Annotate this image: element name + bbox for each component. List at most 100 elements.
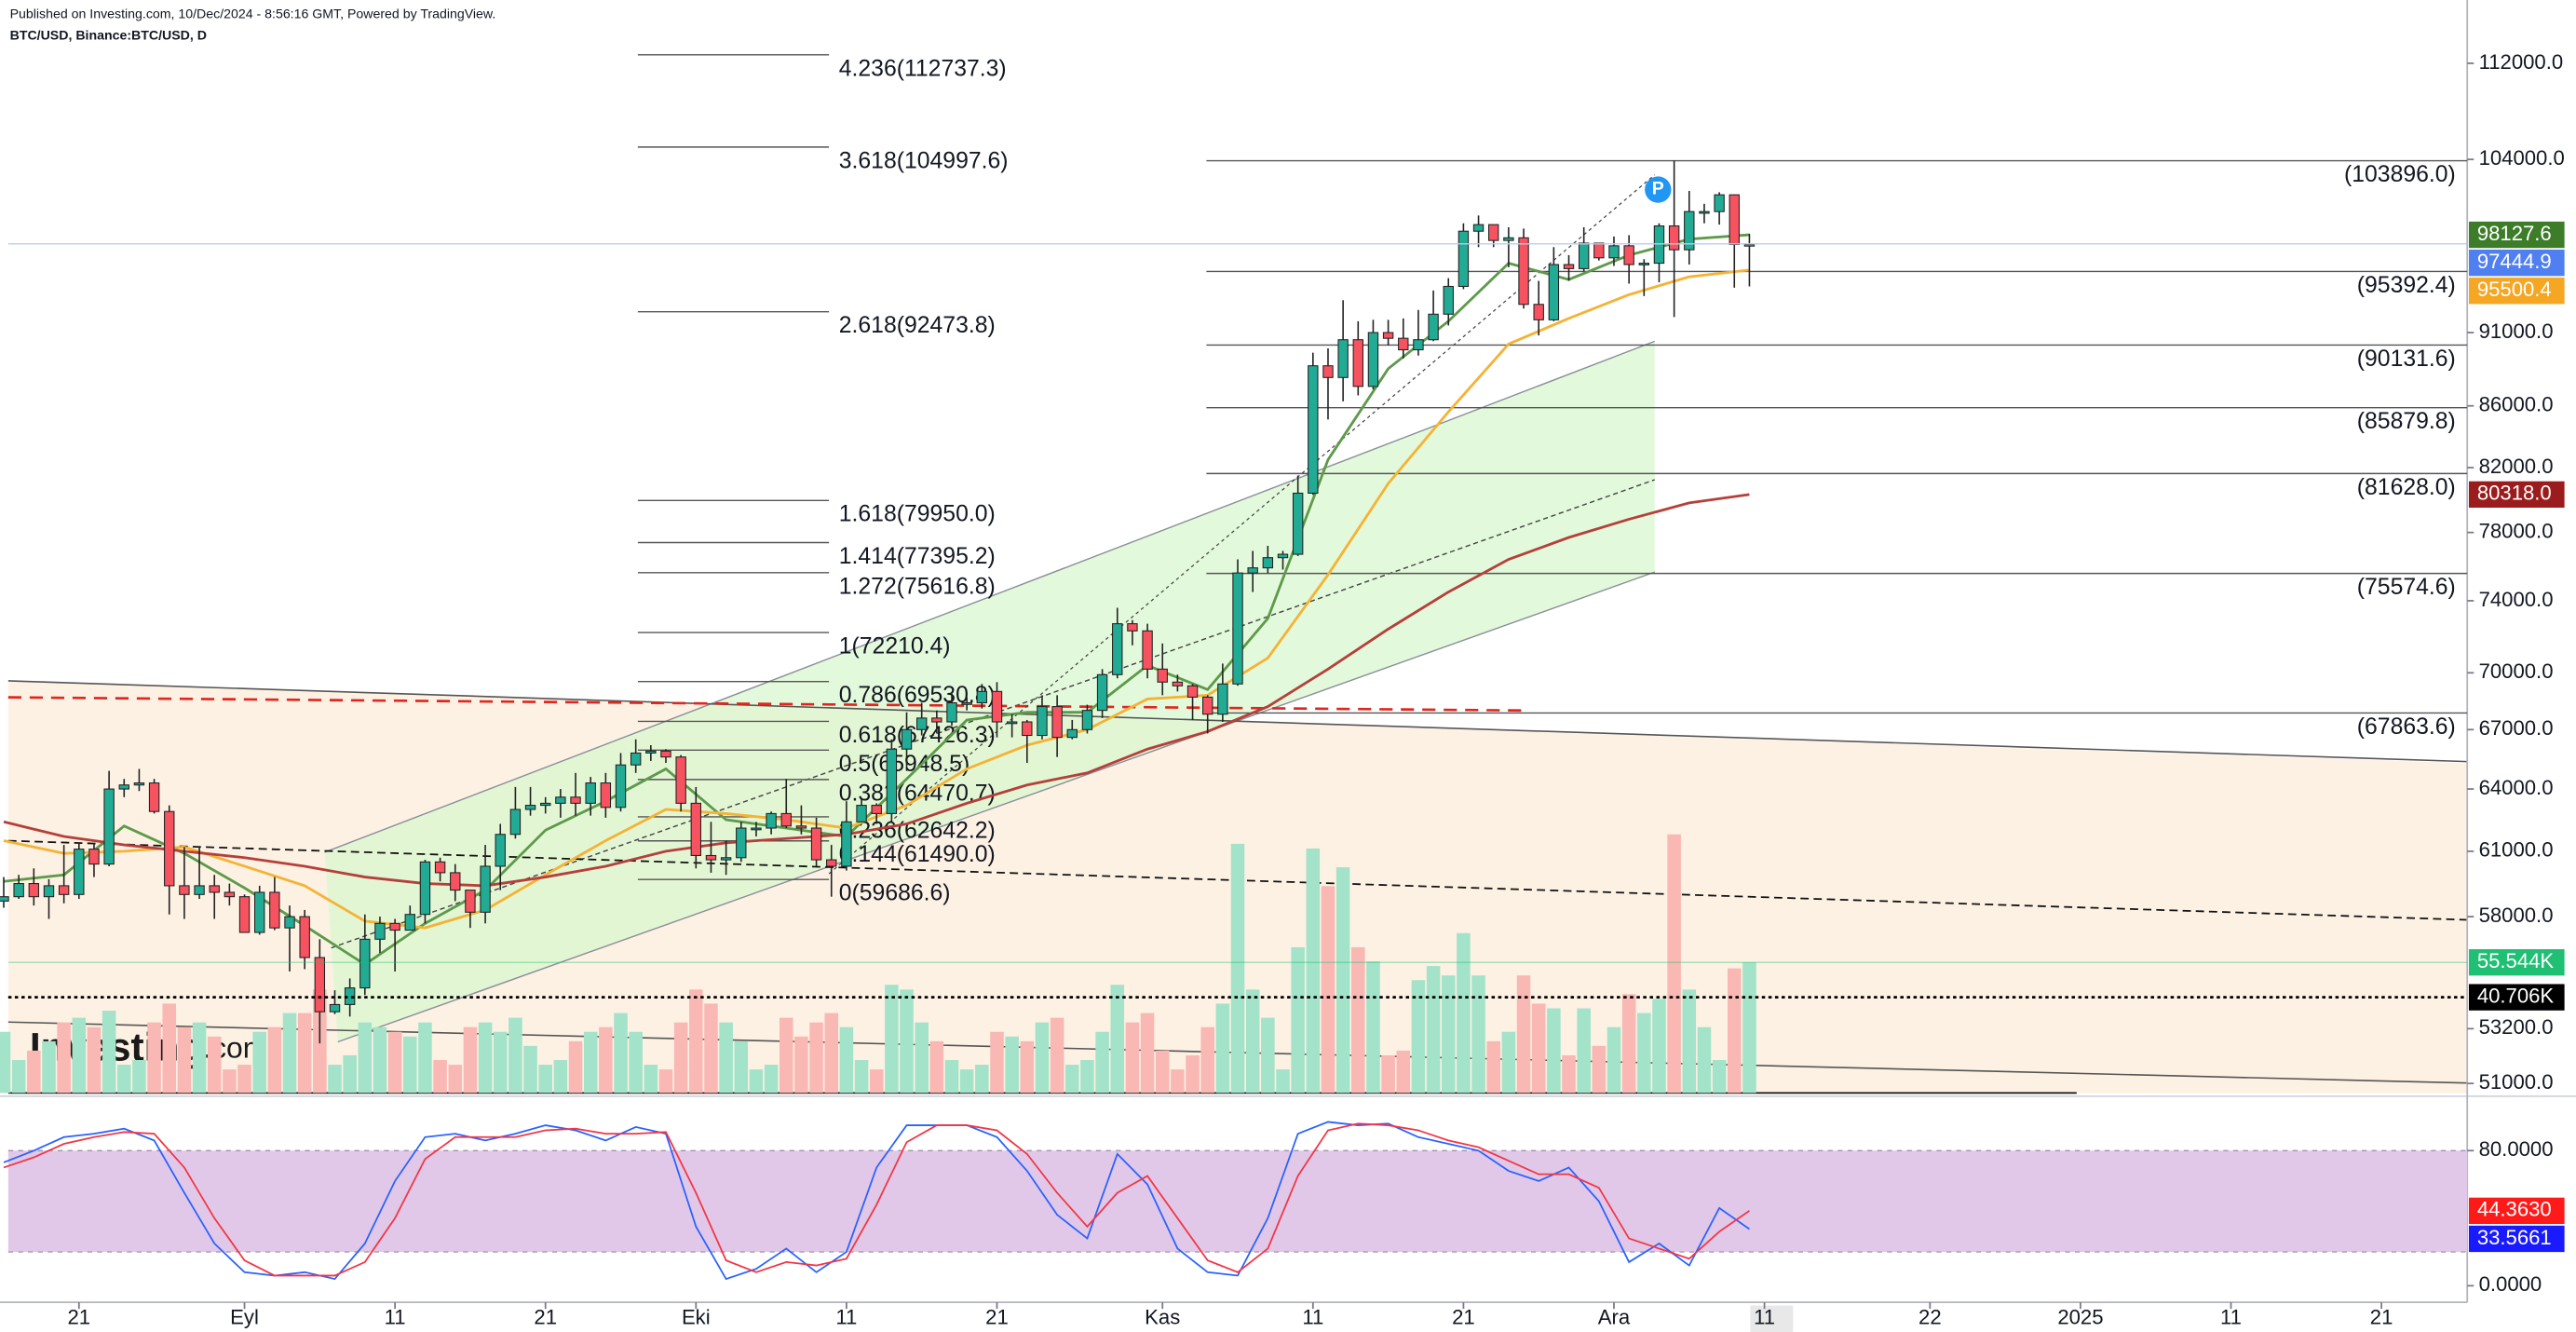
volume-bar — [373, 1026, 387, 1094]
level-label: (75574.6) — [2357, 575, 2456, 600]
volume-bar — [1457, 932, 1471, 1094]
candle-body — [1593, 242, 1605, 259]
candle-body — [1157, 668, 1168, 683]
candle-body — [780, 812, 792, 827]
fib-label: 3.618(104997.6) — [839, 148, 1009, 173]
candle-body — [0, 896, 9, 902]
candle-body — [1518, 237, 1529, 306]
volume-bar — [237, 1065, 251, 1094]
volume-bar — [599, 1026, 613, 1094]
volume-bar — [1351, 946, 1365, 1094]
volume-bar — [929, 1040, 944, 1094]
stoch-y-tick-label: 0.0000 — [2479, 1272, 2542, 1296]
volume-bar — [1080, 1060, 1094, 1094]
fib-label: 4.236(112737.3) — [839, 56, 1007, 81]
candle-body — [1217, 683, 1228, 715]
candle-body — [1081, 710, 1093, 730]
volume-bar — [749, 1069, 764, 1094]
candle-body — [1668, 225, 1680, 251]
price-tag — [2468, 221, 2565, 249]
volume-bar — [1667, 834, 1681, 1094]
candle-body — [720, 857, 732, 861]
volume-bar — [869, 1069, 884, 1094]
candle-body — [1488, 224, 1499, 241]
candle-body — [13, 883, 24, 898]
volume-bar — [1050, 1017, 1064, 1094]
candle-body — [1037, 706, 1048, 737]
candle-body — [1352, 339, 1363, 387]
price-tag — [2468, 249, 2565, 277]
volume-bar — [629, 1031, 643, 1094]
price-tag — [2468, 278, 2565, 305]
volume-bar — [839, 1026, 854, 1094]
price-tag-label: 40.706K — [2477, 984, 2555, 1007]
candle-body — [434, 861, 446, 874]
candle-body — [961, 701, 972, 705]
candle-body — [1066, 728, 1078, 739]
y-tick-label: 53200.0 — [2479, 1015, 2554, 1039]
candle-body — [570, 796, 581, 804]
volume-bar — [57, 1022, 71, 1094]
volume-bar — [1140, 1013, 1155, 1094]
candle-body — [103, 788, 115, 865]
volume-bar — [1727, 968, 1742, 1094]
volume-bar — [1426, 966, 1441, 1094]
candle-body — [1729, 194, 1740, 245]
candle-body — [1202, 696, 1213, 715]
volume-bar — [614, 1013, 628, 1094]
channel-bottom — [337, 571, 1655, 1043]
y-tick-label: 104000.0 — [2479, 146, 2565, 170]
volume-bar — [508, 1017, 522, 1094]
price-tag-label: 33.5661 — [2477, 1226, 2552, 1249]
volume-bar — [1366, 961, 1380, 1094]
volume-bar — [1592, 1045, 1607, 1094]
volume-bar — [1531, 1003, 1546, 1094]
price-tag-label: 95500.4 — [2477, 278, 2552, 301]
volume-bar — [1742, 962, 1756, 1094]
candle-body — [133, 782, 145, 786]
candle-body — [600, 782, 612, 809]
volume-bar — [177, 1026, 192, 1094]
price-tag — [2468, 1197, 2565, 1225]
candle-body — [1127, 623, 1138, 632]
level-label: (103896.0) — [2344, 162, 2456, 187]
volume-bar — [944, 1060, 959, 1094]
volume-bar — [1171, 1069, 1185, 1094]
volume-bar — [433, 1060, 447, 1094]
volume-bar — [538, 1065, 552, 1094]
volume-bar — [493, 1031, 508, 1094]
volume-bar — [1516, 975, 1531, 1094]
candle-body — [1548, 264, 1560, 320]
volume-bar — [102, 1011, 116, 1094]
y-tick-label: 112000.0 — [2479, 50, 2564, 74]
volume-bar — [207, 1036, 222, 1094]
candle-body — [1533, 304, 1544, 320]
y-tick-label: 61000.0 — [2479, 838, 2554, 862]
candle-body — [465, 890, 476, 913]
candle-body — [915, 717, 928, 730]
price-tag — [2468, 984, 2565, 1011]
channel-zone — [324, 341, 1655, 1042]
volume-bar — [1577, 1008, 1591, 1094]
pivot-marker-label: P — [1652, 179, 1664, 199]
candle-body — [1142, 630, 1153, 670]
x-tick-label: 21 — [1452, 1306, 1475, 1329]
candle-body — [736, 827, 747, 859]
volume-bar — [568, 1040, 583, 1094]
volume-bar — [147, 1022, 161, 1094]
volume-bar — [463, 1026, 478, 1094]
candle-body — [374, 922, 386, 940]
candle-body — [1382, 332, 1394, 339]
candle-body — [946, 701, 957, 723]
x-tick-label: Eki — [682, 1306, 711, 1329]
volume-bar — [553, 1060, 568, 1094]
level-label: (90131.6) — [2357, 347, 2456, 372]
candle-body — [1186, 685, 1199, 698]
price-tag-label: 98127.6 — [2477, 222, 2552, 245]
y-tick-label: 86000.0 — [2479, 393, 2554, 416]
volume-bar — [87, 1026, 102, 1094]
candle-body — [164, 810, 175, 887]
candle-body — [1322, 365, 1334, 378]
candle-body — [690, 802, 702, 857]
candle-body — [194, 885, 205, 895]
